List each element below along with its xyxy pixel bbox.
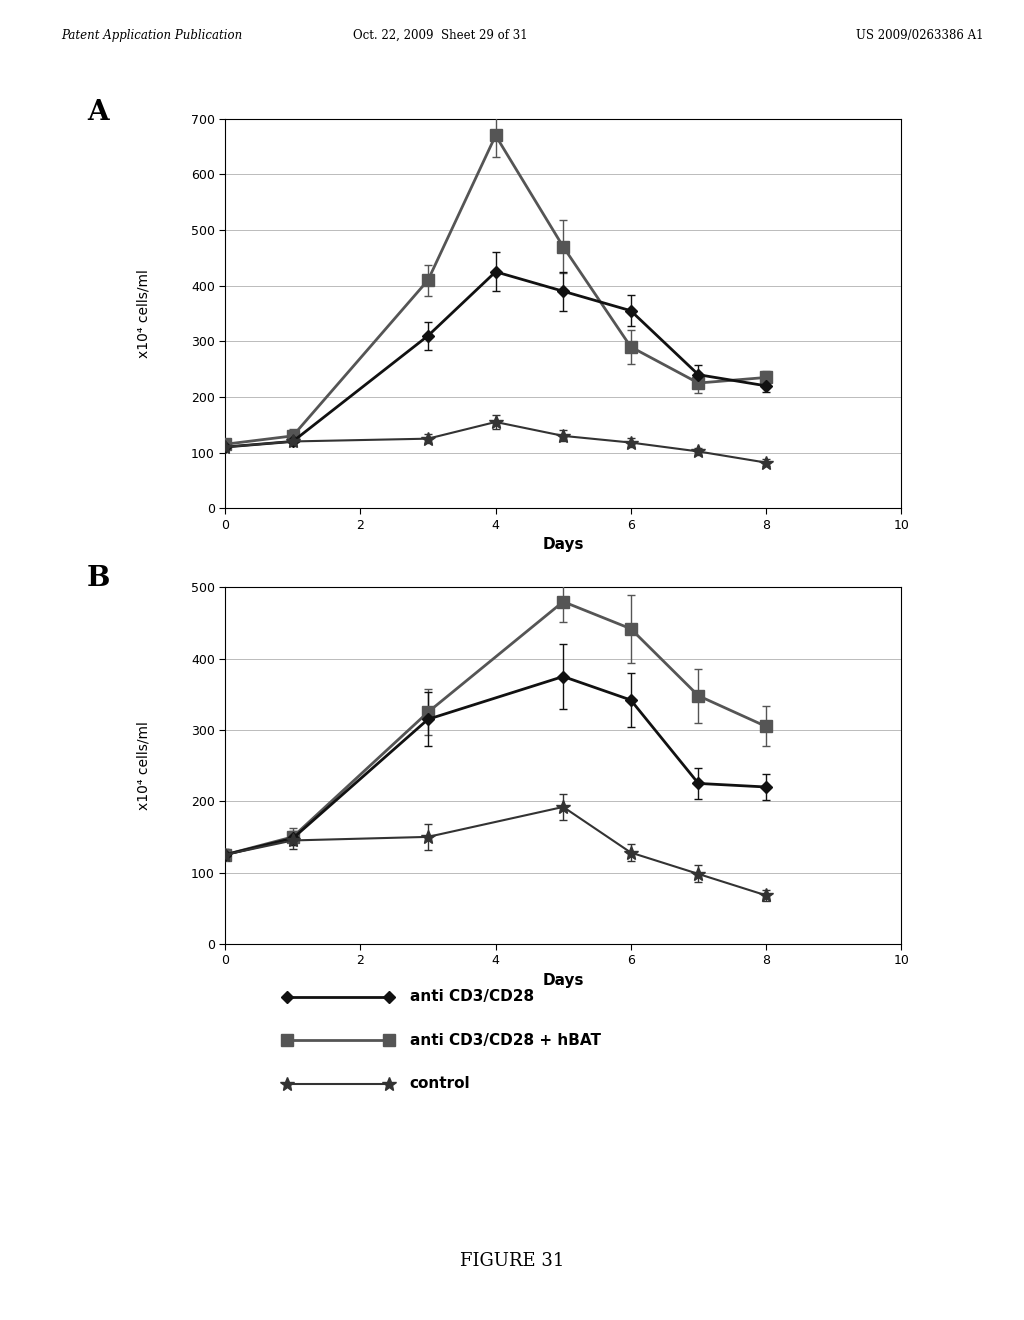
Text: A: A bbox=[87, 99, 109, 125]
Text: US 2009/0263386 A1: US 2009/0263386 A1 bbox=[855, 29, 983, 42]
Y-axis label: x10⁴ cells/ml: x10⁴ cells/ml bbox=[137, 269, 151, 358]
Text: Patent Application Publication: Patent Application Publication bbox=[61, 29, 243, 42]
Text: anti CD3/CD28 + hBAT: anti CD3/CD28 + hBAT bbox=[410, 1032, 601, 1048]
X-axis label: Days: Days bbox=[543, 973, 584, 987]
Text: anti CD3/CD28: anti CD3/CD28 bbox=[410, 989, 534, 1005]
Text: control: control bbox=[410, 1076, 470, 1092]
Y-axis label: x10⁴ cells/ml: x10⁴ cells/ml bbox=[137, 721, 151, 810]
Text: B: B bbox=[87, 565, 111, 591]
X-axis label: Days: Days bbox=[543, 537, 584, 552]
Text: Oct. 22, 2009  Sheet 29 of 31: Oct. 22, 2009 Sheet 29 of 31 bbox=[353, 29, 527, 42]
Text: FIGURE 31: FIGURE 31 bbox=[460, 1251, 564, 1270]
